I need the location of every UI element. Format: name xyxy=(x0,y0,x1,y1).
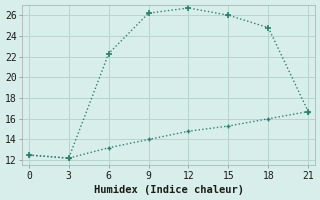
X-axis label: Humidex (Indice chaleur): Humidex (Indice chaleur) xyxy=(93,185,244,195)
